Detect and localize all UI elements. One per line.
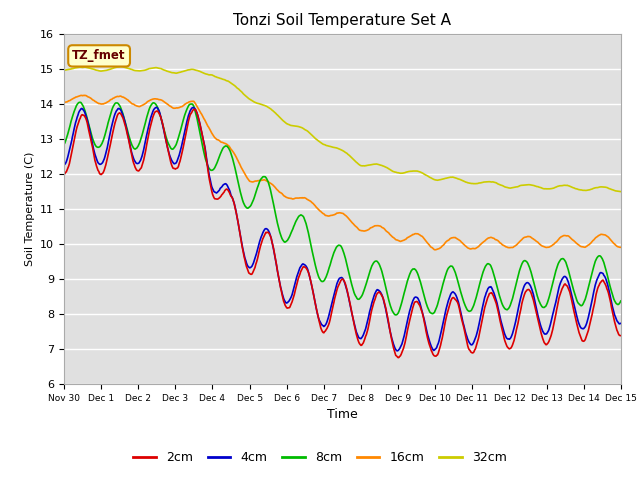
32cm [335,146,342,152]
16cm [207,129,215,134]
4cm [568,290,575,296]
Line: 8cm: 8cm [64,102,621,315]
16cm [335,210,342,216]
8cm [445,265,452,271]
32cm [566,184,574,190]
2cm [568,296,575,301]
Text: TZ_fmet: TZ_fmet [72,49,126,62]
8cm [183,106,191,112]
Line: 4cm: 4cm [64,108,621,351]
2cm [191,107,198,112]
8cm [568,278,575,284]
32cm [617,189,625,194]
2cm [207,184,215,190]
16cm [431,247,439,252]
4cm [389,338,397,344]
16cm [568,236,575,242]
4cm [617,321,625,326]
8cm [389,309,397,314]
2cm [445,307,452,312]
4cm [153,105,161,110]
X-axis label: Time: Time [327,408,358,421]
16cm [183,100,191,106]
2cm [182,130,190,135]
4cm [207,180,215,186]
32cm [444,175,451,181]
2cm [389,341,397,347]
32cm [116,64,124,70]
8cm [76,99,84,105]
2cm [394,355,402,360]
Title: Tonzi Soil Temperature Set A: Tonzi Soil Temperature Set A [234,13,451,28]
4cm [335,277,342,283]
32cm [183,67,191,73]
8cm [392,312,399,318]
4cm [183,119,191,124]
32cm [60,67,68,73]
16cm [81,93,89,98]
Line: 16cm: 16cm [64,96,621,250]
2cm [60,172,68,178]
16cm [617,244,625,250]
16cm [445,238,452,243]
4cm [60,162,68,168]
16cm [60,100,68,106]
Line: 32cm: 32cm [64,67,621,192]
8cm [60,142,68,147]
8cm [335,242,342,248]
2cm [335,283,342,288]
16cm [389,234,397,240]
32cm [389,168,397,174]
4cm [445,298,452,303]
8cm [617,298,625,304]
Y-axis label: Soil Temperature (C): Soil Temperature (C) [24,152,35,266]
Legend: 2cm, 4cm, 8cm, 16cm, 32cm: 2cm, 4cm, 8cm, 16cm, 32cm [128,446,512,469]
Line: 2cm: 2cm [64,109,621,358]
4cm [394,348,401,354]
32cm [207,72,215,78]
8cm [207,168,215,173]
2cm [617,333,625,338]
